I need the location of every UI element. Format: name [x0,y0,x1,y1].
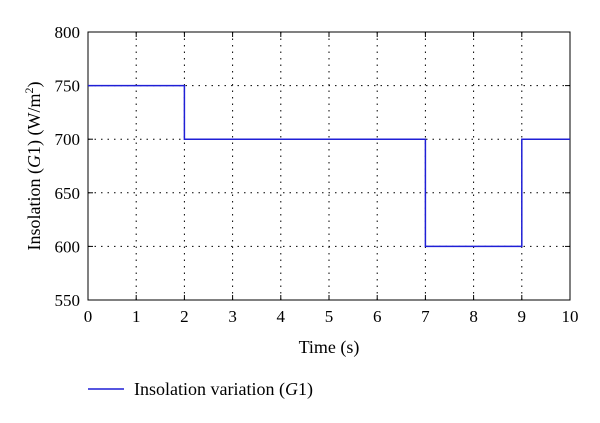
y-axis-title-part: Insolation ( [24,168,45,251]
y-tick-label: 600 [55,237,81,256]
legend: Insolation variation (G1) [88,379,313,400]
x-tick-label: 9 [518,307,527,326]
x-tick-label: 3 [228,307,237,326]
legend-label-italic: G [285,379,298,399]
x-tick-label: 1 [132,307,141,326]
y-axis-title-sup: 2 [22,88,36,94]
y-tick-label: 750 [55,77,81,96]
x-tick-label: 7 [421,307,430,326]
x-tick-label: 10 [562,307,579,326]
y-axis-title: Insolation (G1) (W/m2) [22,82,45,251]
y-axis-title-italic: G [24,155,44,168]
x-tick-label: 4 [277,307,286,326]
y-tick-label: 700 [55,130,81,149]
x-tick-label: 0 [84,307,93,326]
y-tick-labels: 550 600 650 700 750 800 [55,23,81,310]
series-line [88,84,570,248]
x-tick-label: 6 [373,307,382,326]
y-axis-title-close: ) [24,82,45,88]
x-tick-label: 5 [325,307,334,326]
x-axis-title: Time (s) [299,337,360,358]
series-layer [88,84,570,248]
x-tick-label: 2 [180,307,189,326]
y-tick-label: 550 [55,291,81,310]
tick-marks [87,31,571,301]
grid [88,32,570,300]
y-tick-label: 800 [55,23,81,42]
y-tick-label: 650 [55,184,81,203]
legend-label-part: 1) [298,379,313,400]
y-axis-title-part: 1) (W/m [24,94,45,155]
x-tick-labels: 0 1 2 3 4 5 6 7 8 9 10 [84,307,579,326]
x-tick-label: 8 [469,307,478,326]
legend-label-part: Insolation variation ( [134,379,285,400]
legend-label: Insolation variation (G1) [134,379,313,400]
